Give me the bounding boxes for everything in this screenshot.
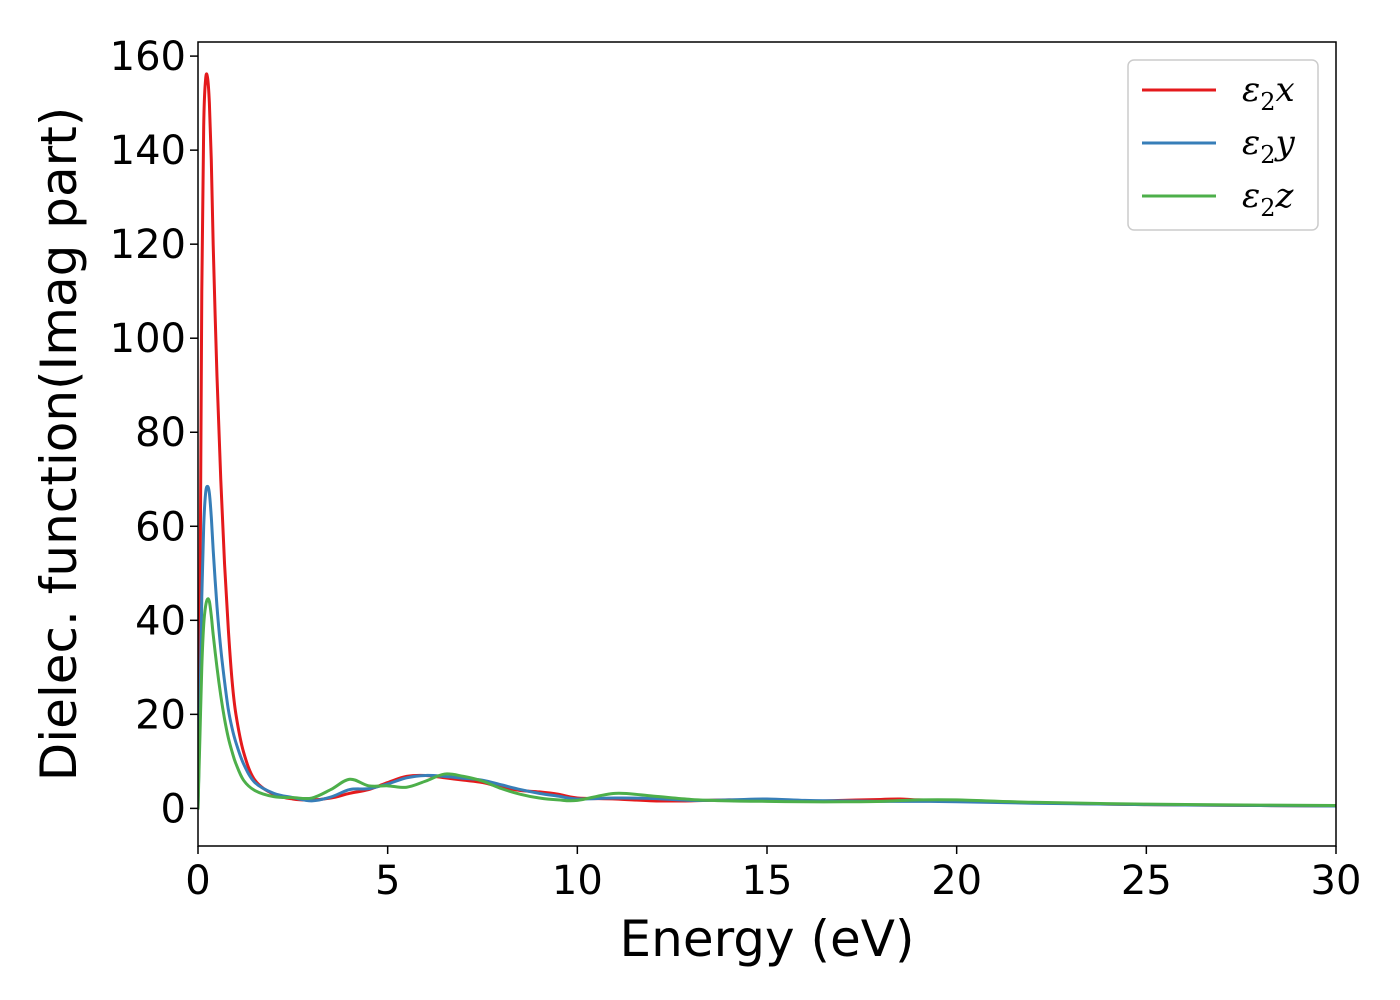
x-tick-label: 0 xyxy=(185,858,210,904)
x-tick-label: 25 xyxy=(1121,858,1172,904)
legend-box xyxy=(1127,59,1319,231)
y-axis-title: Dielec. function(Imag part) xyxy=(30,107,88,782)
y-tick-label: 120 xyxy=(110,222,186,268)
x-tick-label: 30 xyxy=(1311,858,1362,904)
series-line-z xyxy=(198,597,1336,810)
y-tick-label: 0 xyxy=(161,786,186,832)
x-tick-label: 20 xyxy=(931,858,982,904)
y-tick-label: 40 xyxy=(135,598,186,644)
series-line-y xyxy=(198,484,1336,810)
x-axis-title: Energy (eV) xyxy=(620,910,915,968)
legend-label-z: ε2z xyxy=(1242,176,1295,222)
x-axis-ticks: 0 5 10 15 20 25 30 xyxy=(185,846,1361,904)
y-tick-label: 80 xyxy=(135,410,186,456)
legend-label-x: ε2x xyxy=(1242,70,1295,116)
legend-label-y: ε2y xyxy=(1242,123,1296,169)
y-tick-label: 100 xyxy=(110,316,186,362)
x-tick-label: 10 xyxy=(552,858,603,904)
y-tick-label: 160 xyxy=(110,34,186,80)
x-tick-label: 15 xyxy=(742,858,793,904)
legend: ε2x ε2y ε2z xyxy=(1127,59,1319,231)
y-tick-label: 60 xyxy=(135,504,186,550)
y-tick-label: 20 xyxy=(135,692,186,738)
y-axis-ticks: 0 20 40 60 80 100 120 140 160 xyxy=(110,34,198,832)
y-tick-label: 140 xyxy=(110,128,186,174)
x-tick-label: 5 xyxy=(375,858,400,904)
